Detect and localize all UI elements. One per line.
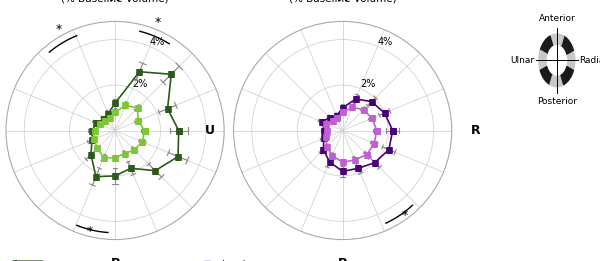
Text: *: *: [401, 209, 407, 222]
Text: P: P: [338, 257, 347, 261]
Text: (% Baseline Volume): (% Baseline Volume): [289, 0, 397, 4]
Polygon shape: [561, 67, 574, 85]
Legend: Load, Control: Load, Control: [199, 260, 257, 261]
Text: *: *: [155, 16, 161, 29]
Polygon shape: [550, 75, 563, 87]
Text: U: U: [205, 124, 215, 137]
Text: R: R: [471, 124, 481, 137]
Text: Posterior: Posterior: [537, 97, 577, 106]
Text: (% Baseline Volume): (% Baseline Volume): [61, 0, 169, 4]
Polygon shape: [539, 50, 547, 70]
Text: A: A: [110, 0, 120, 4]
Text: *: *: [87, 225, 94, 238]
Polygon shape: [567, 50, 575, 70]
Text: *: *: [55, 23, 61, 36]
Text: Ulnar: Ulnar: [511, 56, 535, 65]
Legend: Load, Control: Load, Control: [0, 260, 29, 261]
Text: Anterior: Anterior: [538, 14, 575, 23]
Text: P: P: [110, 257, 119, 261]
Polygon shape: [550, 34, 563, 45]
Polygon shape: [540, 67, 553, 85]
Text: R: R: [244, 124, 253, 137]
Polygon shape: [540, 36, 553, 54]
Polygon shape: [561, 36, 574, 54]
Text: Radial: Radial: [579, 56, 600, 65]
Text: A: A: [338, 0, 347, 4]
